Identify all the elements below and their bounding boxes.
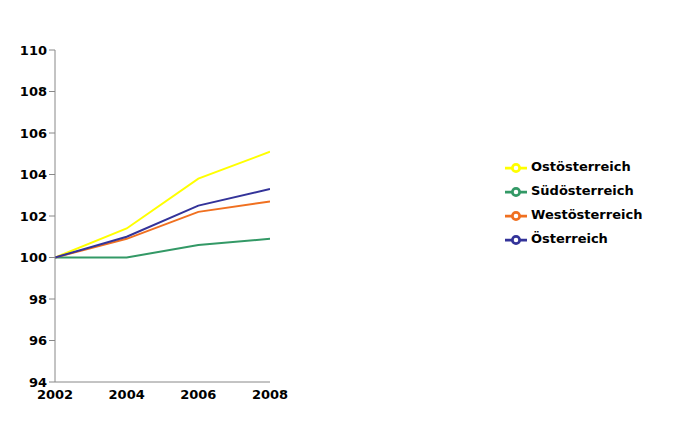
svg-text:2006: 2006: [180, 387, 216, 402]
svg-text:2004: 2004: [109, 387, 145, 402]
html-text:Österreich: Österreich: [531, 231, 608, 246]
svg-text:96: 96: [29, 333, 47, 348]
svg-text:106: 106: [20, 126, 47, 141]
svg-text:102: 102: [20, 209, 47, 224]
html-text:Westösterreich: Westösterreich: [531, 207, 643, 222]
svg-text:98: 98: [29, 292, 47, 307]
svg-text:108: 108: [20, 84, 47, 99]
svg-text:100: 100: [20, 250, 47, 265]
svg-text:104: 104: [20, 167, 47, 182]
svg-text:94: 94: [29, 375, 47, 390]
svg-text:2002: 2002: [36, 387, 74, 403]
svg-text:110: 110: [20, 43, 47, 58]
html-text:Ostösterreich: Ostösterreich: [531, 159, 631, 174]
html-text:Südösterreich: Südösterreich: [531, 183, 634, 198]
svg-text:2008: 2008: [252, 387, 288, 402]
